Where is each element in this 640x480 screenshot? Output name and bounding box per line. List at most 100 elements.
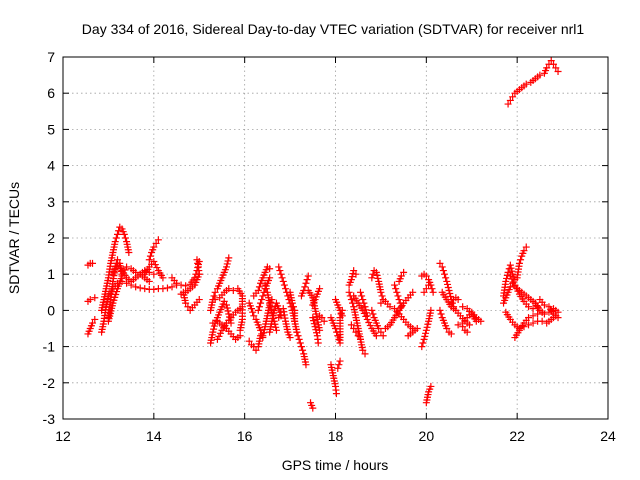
data-point	[444, 280, 452, 288]
data-point	[356, 335, 364, 343]
data-point	[266, 274, 274, 282]
data-point	[223, 263, 230, 271]
data-point	[363, 312, 371, 320]
data-point	[409, 288, 417, 296]
data-point	[352, 328, 360, 336]
data-point	[154, 236, 162, 244]
data-point	[236, 305, 244, 313]
data-point	[438, 263, 446, 271]
data-point	[296, 339, 304, 347]
data-point	[195, 296, 203, 304]
data-point	[400, 268, 408, 276]
data-point	[150, 285, 158, 293]
data-point	[252, 346, 260, 354]
data-point	[123, 263, 131, 271]
data-point	[336, 357, 344, 365]
data-point	[368, 274, 376, 282]
data-point	[249, 308, 257, 316]
data-point	[465, 321, 473, 329]
data-point	[547, 57, 555, 65]
x-tick-label: 16	[237, 428, 253, 444]
data-point	[89, 259, 97, 267]
data-point	[359, 306, 367, 314]
data-point	[375, 325, 383, 332]
data-point	[145, 256, 153, 264]
data-point	[210, 292, 218, 300]
data-point	[378, 292, 386, 300]
data-point	[503, 271, 511, 279]
data-point	[311, 323, 319, 331]
data-point	[304, 272, 312, 280]
data-point	[125, 248, 133, 256]
data-point	[163, 284, 171, 292]
data-point	[114, 230, 121, 238]
data-point	[266, 265, 274, 273]
x-tick-label: 20	[419, 428, 435, 444]
data-point	[525, 314, 533, 322]
data-point	[520, 247, 528, 255]
data-point	[352, 270, 360, 278]
data-point	[349, 270, 357, 278]
y-tick-label: 6	[47, 85, 55, 101]
data-point	[366, 321, 374, 329]
data-point	[377, 288, 385, 296]
data-point	[262, 285, 270, 293]
data-point	[270, 306, 278, 314]
data-point	[215, 332, 223, 340]
x-axis-label: GPS time / hours	[282, 457, 389, 473]
data-point	[386, 303, 394, 311]
data-point	[118, 270, 126, 278]
data-point	[441, 270, 448, 278]
y-tick-label: 5	[47, 121, 55, 137]
data-point	[223, 304, 231, 312]
data-point	[226, 313, 234, 321]
data-point	[257, 299, 265, 307]
data-point	[447, 330, 455, 338]
data-point	[509, 278, 517, 286]
data-point	[356, 288, 364, 296]
data-point	[445, 286, 453, 294]
data-point	[210, 322, 218, 330]
data-point	[506, 272, 514, 280]
data-point	[427, 382, 435, 390]
data-point	[534, 310, 542, 318]
data-point	[422, 285, 430, 293]
x-tick-label: 12	[55, 428, 71, 444]
data-point	[454, 296, 462, 304]
data-point	[272, 326, 280, 334]
data-point	[507, 264, 515, 272]
data-point	[522, 80, 530, 88]
data-point	[429, 288, 437, 296]
data-point	[347, 321, 355, 329]
data-point	[282, 285, 290, 293]
data-point	[525, 303, 533, 311]
data-point	[348, 273, 356, 281]
data-point	[446, 290, 454, 298]
data-point	[422, 329, 430, 337]
data-point	[534, 303, 542, 311]
data-point	[395, 296, 403, 304]
data-point	[472, 317, 480, 325]
data-point	[259, 332, 267, 340]
data-point	[173, 279, 181, 287]
data-point	[392, 285, 400, 293]
data-point	[255, 283, 263, 291]
data-point	[301, 283, 309, 291]
data-point	[141, 285, 149, 293]
data-point	[393, 288, 401, 296]
data-point	[277, 270, 285, 278]
data-point	[459, 303, 467, 311]
data-point	[418, 343, 426, 351]
y-tick-label: 7	[47, 49, 55, 65]
data-point	[361, 350, 369, 358]
data-point	[168, 283, 176, 291]
data-point	[379, 332, 387, 340]
data-point	[115, 227, 123, 235]
data-point	[245, 337, 253, 345]
data-point	[372, 268, 380, 276]
data-point	[279, 277, 287, 285]
data-point	[529, 319, 537, 327]
data-point	[276, 267, 284, 275]
data-point	[193, 256, 201, 264]
data-point	[316, 285, 324, 293]
